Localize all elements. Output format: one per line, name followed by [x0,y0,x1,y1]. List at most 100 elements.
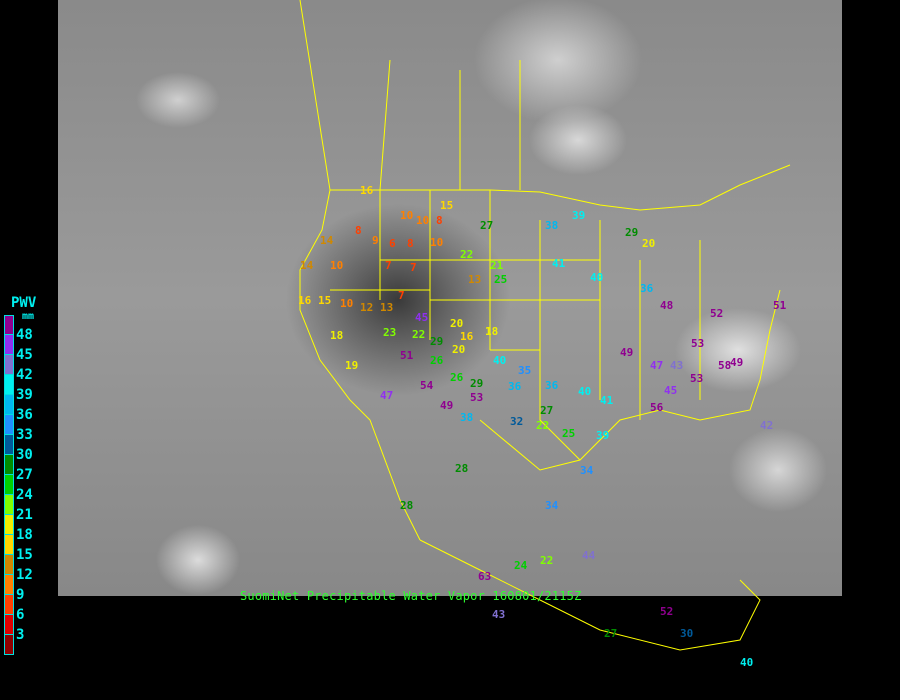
map-caption: SuomiNet Precipitable Water Vapor 160801… [240,589,582,603]
station-value: 58 [718,359,732,372]
station-value: 38 [460,411,474,424]
station-value: 22 [460,248,474,261]
station-value: 27 [480,219,494,232]
station-value: 9 [372,234,379,247]
legend-swatch [4,315,14,335]
station-value: 41 [552,257,566,270]
station-value: 19 [345,359,359,372]
legend-label: 9 [16,587,25,603]
legend-label: 27 [16,467,33,483]
station-value: 15 [318,294,332,307]
station-value: 22 [540,554,554,567]
legend-label: 30 [16,447,33,463]
station-value: 52 [660,605,674,618]
legend-label: 33 [16,427,33,443]
station-value: 49 [440,399,454,412]
station-value: 43 [670,359,684,372]
station-value: 24 [514,559,528,572]
station-value: 20 [452,343,466,356]
legend-swatch [4,555,14,575]
gulf-coast [479,289,781,471]
station-value: 22 [412,328,426,341]
station-value: 20 [450,317,464,330]
legend-label: 3 [16,627,25,643]
station-value: 40 [590,271,604,284]
legend-swatch [4,475,14,495]
station-value: 49 [620,346,634,359]
station-value: 27 [540,404,554,417]
station-value: 30 [680,627,694,640]
station-value: 39 [572,209,586,222]
station-value: 63 [478,570,492,583]
station-value: 35 [518,364,532,377]
station-value: 47 [380,389,394,402]
station-value: 49 [730,356,744,369]
legend-title: PWV [11,295,37,311]
station-value: 43 [492,608,506,621]
station-value: 7 [385,259,392,272]
station-value: 32 [510,415,524,428]
color-legend [4,315,14,655]
legend-swatch [4,355,14,375]
station-value: 7 [410,261,417,274]
station-value: 38 [545,219,559,232]
station-value: 51 [773,299,787,312]
border-lines [299,0,791,651]
station-value: 34 [545,499,559,512]
station-value: 15 [440,199,454,212]
texas-border [490,349,581,461]
station-value: 29 [430,335,444,348]
legend-swatch [4,575,14,595]
station-value: 48 [660,299,674,312]
legend-swatch [4,395,14,415]
station-value: 7 [398,289,405,302]
legend-label: 39 [16,387,33,403]
legend-label: 15 [16,547,33,563]
station-value: 10 [430,236,444,249]
satellite-image [58,0,842,596]
station-value: 29 [625,226,639,239]
station-value: 10 [416,214,430,227]
station-value: 53 [690,372,704,385]
station-value: 18 [485,325,499,338]
station-value: 8 [407,237,414,250]
station-value: 18 [330,329,344,342]
legend-swatch [4,615,14,635]
station-value: 25 [562,427,576,440]
state-lines [330,190,701,420]
station-value: 25 [494,273,508,286]
station-value: 36 [545,379,559,392]
station-value: 14 [300,259,314,272]
legend-label: 48 [16,327,33,343]
us-canada-border [330,164,791,211]
station-value: 40 [493,354,507,367]
station-value: 51 [400,349,414,362]
west-coast [299,189,421,541]
station-value: 29 [470,377,484,390]
legend-swatch [4,535,14,555]
station-value: 39 [596,429,610,442]
station-value: 13 [380,301,394,314]
station-value: 27 [604,627,618,640]
legend-unit: mm [22,311,35,322]
station-value: 36 [640,282,654,295]
station-value: 44 [582,549,596,562]
legend-label: 21 [16,507,33,523]
legend-swatch [4,595,14,615]
station-value: 20 [642,237,656,250]
station-value: 26 [430,354,444,367]
station-value: 10 [400,209,414,222]
station-value: 40 [740,656,754,669]
station-value: 14 [320,234,334,247]
station-value: 6 [389,237,396,250]
legend-label: 36 [16,407,33,423]
station-value: 41 [600,394,614,407]
legend-swatch [4,415,14,435]
station-value: 36 [508,380,522,393]
station-value: 26 [450,371,464,384]
station-value: 28 [400,499,414,512]
station-value: 22 [536,419,550,432]
station-value: 53 [470,391,484,404]
station-value: 53 [691,337,705,350]
station-value: 23 [383,326,397,339]
